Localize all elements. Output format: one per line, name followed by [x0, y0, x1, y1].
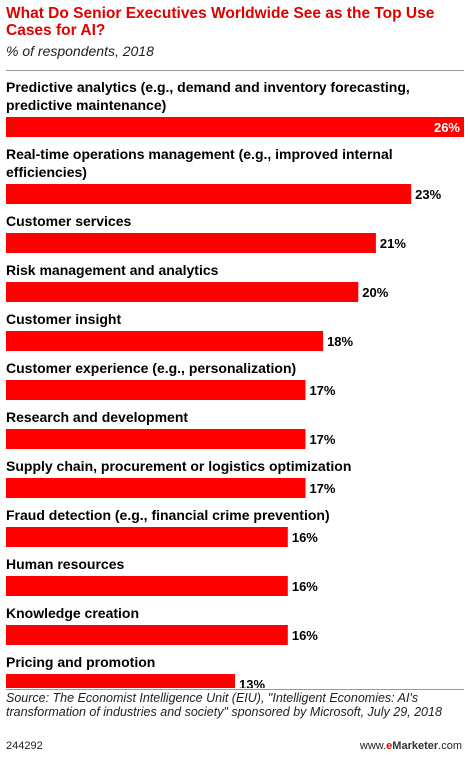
bar: [6, 478, 306, 498]
chart-id: 244292: [6, 740, 43, 752]
category-label-line: Customer experience (e.g., personalizati…: [6, 360, 296, 376]
category-label-line: Risk management and analytics: [6, 262, 219, 278]
category-label: Supply chain, procurement or logistics o…: [6, 458, 351, 474]
bar: [6, 117, 464, 137]
category-label-line: predictive maintenance): [6, 97, 166, 113]
brand-prefix: www.: [359, 740, 387, 752]
chart-title: What Do Senior Executives Worldwide See …: [6, 5, 435, 39]
category-label: Knowledge creation: [6, 605, 139, 621]
category-label: Customer experience (e.g., personalizati…: [6, 360, 296, 376]
value-label: 21%: [380, 236, 406, 251]
bar: [6, 282, 359, 302]
category-label-line: efficiencies): [6, 164, 87, 180]
category-label: Predictive analytics (e.g., demand and i…: [6, 79, 410, 113]
bar: [6, 576, 288, 596]
bar: [6, 625, 288, 645]
category-label: Risk management and analytics: [6, 262, 219, 278]
value-label: 26%: [434, 120, 460, 135]
category-label-line: Customer services: [6, 213, 132, 229]
bar: [6, 527, 288, 547]
bar: [6, 429, 306, 449]
category-label-line: Supply chain, procurement or logistics o…: [6, 458, 351, 474]
category-label-line: Research and development: [6, 409, 188, 425]
category-label-line: Fraud detection (e.g., financial crime p…: [6, 507, 330, 523]
brand-name: Marketer: [392, 740, 439, 752]
category-label-line: Real-time operations management (e.g., i…: [6, 146, 393, 162]
chart-subtitle: % of respondents, 2018: [6, 43, 154, 59]
top-divider: [6, 70, 464, 71]
value-label: 17%: [309, 383, 335, 398]
bar: [6, 674, 235, 688]
category-label-line: Human resources: [6, 556, 124, 572]
category-label: Research and development: [6, 409, 188, 425]
value-label: 16%: [292, 579, 318, 594]
value-label: 16%: [292, 530, 318, 545]
category-label-line: Pricing and promotion: [6, 654, 155, 670]
category-label: Customer insight: [6, 311, 121, 327]
category-label-line: Customer insight: [6, 311, 121, 327]
bar: [6, 331, 324, 351]
source-note: Source: The Economist Intelligence Unit …: [6, 691, 442, 719]
bottom-divider: [6, 689, 464, 690]
value-label: 20%: [362, 285, 388, 300]
bar: [6, 233, 376, 253]
category-label-line: Predictive analytics (e.g., demand and i…: [6, 79, 410, 95]
category-label: Fraud detection (e.g., financial crime p…: [6, 507, 330, 523]
category-label: Human resources: [6, 556, 124, 572]
bar: [6, 184, 412, 204]
value-label: 18%: [327, 334, 353, 349]
value-label: 23%: [415, 187, 441, 202]
category-label: Real-time operations management (e.g., i…: [6, 146, 393, 180]
category-label: Customer services: [6, 213, 132, 229]
brand-suffix: .com: [438, 740, 462, 752]
bar: [6, 380, 306, 400]
value-label: 16%: [292, 628, 318, 643]
brand-logo[interactable]: www.eMarketer.com: [360, 740, 462, 752]
category-label: Pricing and promotion: [6, 654, 155, 670]
brand-accent: e: [386, 740, 393, 752]
bar-chart: Predictive analytics (e.g., demand and i…: [6, 79, 464, 688]
category-label-line: Knowledge creation: [6, 605, 139, 621]
value-label: 13%: [239, 677, 265, 688]
value-label: 17%: [309, 432, 335, 447]
value-label: 17%: [309, 481, 335, 496]
